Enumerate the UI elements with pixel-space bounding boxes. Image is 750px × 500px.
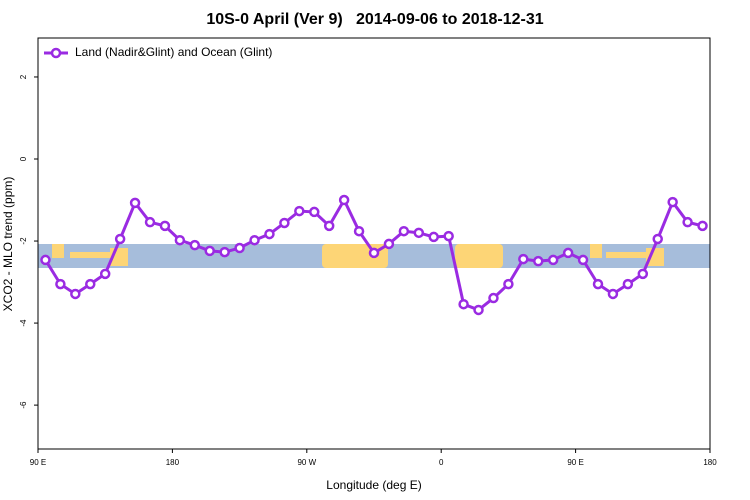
point [518,253,529,265]
point [577,254,589,266]
point [264,228,275,240]
point [667,196,678,208]
point [99,268,111,280]
point [279,217,290,229]
point [368,247,380,259]
y-tick-label: 0 [19,156,28,161]
x-tick-label: 90 E [567,458,583,467]
point [249,234,260,246]
x-tick-label: 90 W [297,458,316,467]
point [398,225,410,237]
point [383,238,395,250]
point [204,245,215,257]
y-tick-label: 2 [19,74,28,79]
point [652,233,663,245]
point [55,278,66,290]
y-tick-label: -4 [19,319,28,327]
point [234,242,245,254]
x-tick-label: 180 [166,458,180,467]
point [473,304,484,316]
y-tick-label: -6 [19,401,28,409]
land [455,244,503,268]
point [309,206,320,218]
point [622,278,634,290]
land [606,252,646,258]
point [129,197,141,209]
legend-marker [50,47,62,59]
y-axis-label: XCO2 - MLO trend (ppm) [1,177,15,312]
point [443,230,454,242]
point [562,247,574,259]
point [323,220,335,232]
point [607,288,619,300]
point [488,292,499,304]
land [52,244,64,258]
point [40,254,51,266]
x-tick-label: 0 [439,458,444,467]
chart-title: 10S-0 April (Ver 9) 2014-09-06 to 2018-1… [206,11,543,28]
point [697,220,708,232]
plot-frame [37,37,711,450]
point [294,205,305,217]
y-tick-label: -2 [19,237,28,245]
point [70,288,81,300]
point [533,255,544,267]
land [590,244,602,258]
point [428,231,439,243]
point [413,227,425,239]
point [85,278,96,290]
x-tick-label: 90 E [30,458,46,467]
point [592,278,604,290]
legend-label: Land (Nadir&Glint) and Ocean (Glint) [75,45,272,59]
point [682,216,693,228]
point [637,268,649,280]
point [353,225,365,237]
point [114,233,126,245]
point [219,246,230,258]
point [159,220,171,232]
point [144,216,156,228]
point [458,298,469,310]
land [70,252,110,258]
point [503,278,514,290]
x-tick-label: 180 [703,458,717,467]
x-axis-label: Longitude (deg E) [326,478,421,492]
point [174,234,186,246]
point [189,239,201,251]
point [547,254,559,266]
point [338,194,350,206]
